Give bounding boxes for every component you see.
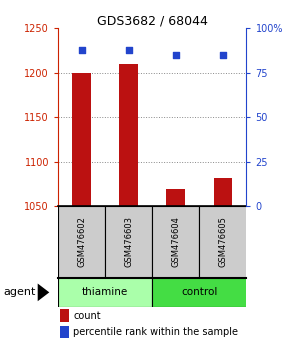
Bar	[105, 206, 152, 278]
Text: count: count	[73, 311, 101, 321]
Point	[221, 52, 225, 58]
Text: control: control	[181, 287, 218, 297]
Bar	[200, 206, 246, 278]
Bar	[58, 206, 105, 278]
Bar	[152, 206, 200, 278]
Bar	[166, 189, 185, 206]
Bar	[60, 309, 69, 322]
Bar	[213, 178, 232, 206]
Text: GSM476602: GSM476602	[77, 217, 86, 267]
Text: thiamine: thiamine	[82, 287, 128, 297]
Point	[79, 47, 84, 52]
Text: percentile rank within the sample: percentile rank within the sample	[73, 327, 238, 337]
Point	[173, 52, 178, 58]
Point	[126, 47, 131, 52]
Title: GDS3682 / 68044: GDS3682 / 68044	[97, 14, 208, 27]
Bar	[119, 64, 138, 206]
Text: GSM476605: GSM476605	[218, 217, 227, 267]
Text: GSM476604: GSM476604	[171, 217, 180, 267]
Text: GSM476603: GSM476603	[124, 216, 133, 267]
Bar	[58, 278, 152, 307]
Text: agent: agent	[3, 287, 35, 297]
Bar	[72, 73, 91, 206]
Bar	[60, 326, 69, 338]
Bar	[152, 278, 246, 307]
